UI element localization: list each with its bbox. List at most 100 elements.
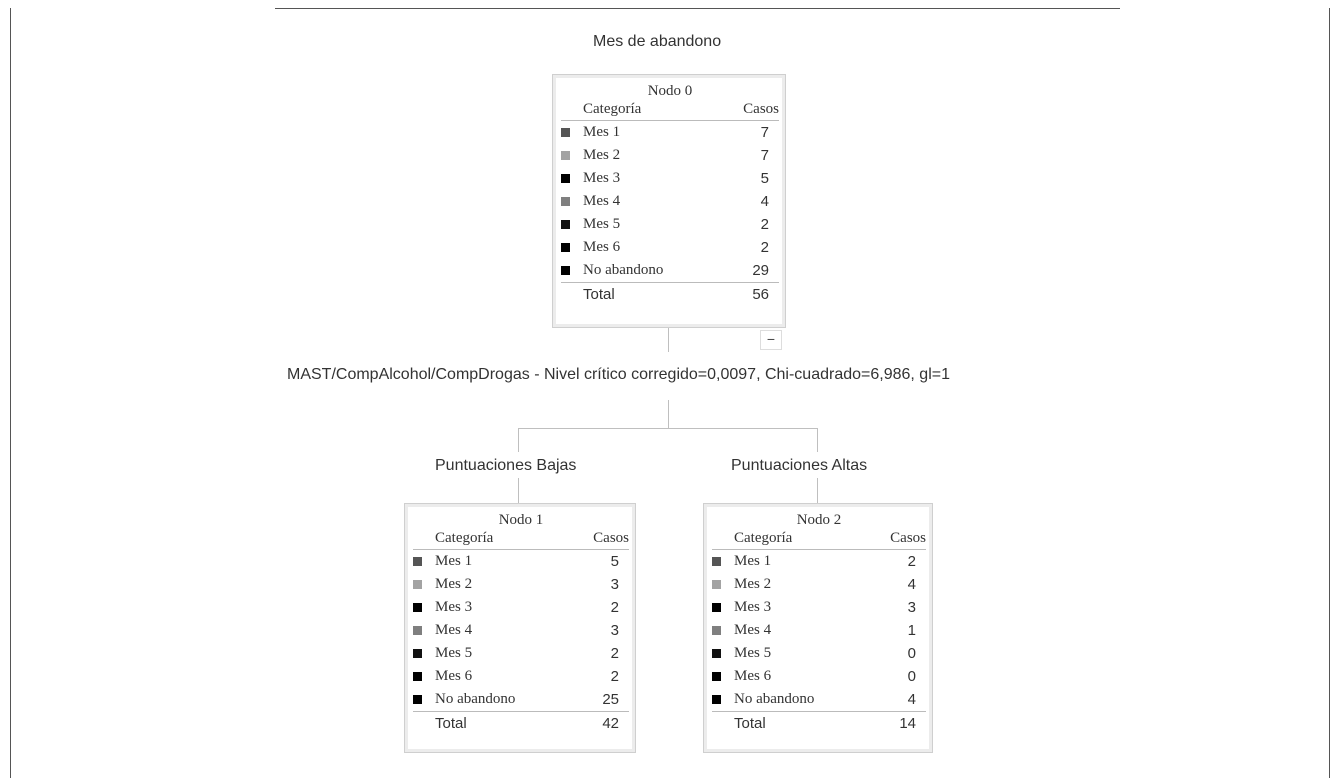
total-count: 14	[866, 711, 926, 735]
case-count: 2	[760, 215, 769, 233]
category-label: Mes 2	[435, 575, 473, 592]
category-header: Categoría	[734, 529, 867, 550]
table-row: Mes 1 7	[561, 121, 779, 145]
node-title: Nodo 0	[647, 83, 693, 99]
case-count: 5	[760, 169, 769, 187]
case-count: 5	[610, 552, 619, 570]
cases-header: Casos	[866, 529, 926, 550]
node-table: Categoría Casos Mes 1 5 Mes 2 3 Mes 3 2 Mes…	[413, 529, 629, 735]
node-0[interactable]: Nodo 0 Categoría Casos Mes 1 7 Mes 2 7 Mes…	[552, 74, 786, 328]
case-count: 3	[610, 621, 619, 639]
table-row: Mes 6 2	[561, 236, 779, 259]
category-swatch	[561, 219, 570, 229]
table-row: No abandono 29	[561, 259, 779, 283]
case-count: 1	[907, 621, 916, 639]
table-row: Mes 5 2	[561, 213, 779, 236]
total-label: Total	[435, 711, 570, 735]
case-count: 4	[907, 690, 916, 708]
node-2[interactable]: Nodo 2 Categoría Casos Mes 1 2 Mes 2 4 Mes…	[703, 503, 933, 753]
case-count: 2	[610, 598, 619, 616]
table-row: Mes 2 3	[413, 573, 629, 596]
category-swatch	[712, 556, 721, 566]
connector-line	[668, 328, 669, 352]
branch-label-right: Puntuaciones Altas	[731, 457, 868, 474]
table-row: Mes 1 5	[413, 550, 629, 574]
table-row: Mes 5 0	[712, 642, 926, 665]
table-row: Mes 2 4	[712, 573, 926, 596]
total-label: Total	[734, 711, 867, 735]
table-row: Mes 1 2	[712, 550, 926, 574]
node-table: Categoría Casos Mes 1 7 Mes 2 7 Mes 3 5 Mes…	[561, 100, 779, 306]
connector-line	[518, 478, 519, 504]
connector-line	[817, 428, 818, 452]
category-label: No abandono	[583, 261, 664, 278]
connector-line	[817, 478, 818, 504]
category-label: Mes 3	[583, 169, 621, 186]
table-row: Mes 4 4	[561, 190, 779, 213]
category-swatch	[712, 694, 721, 704]
case-count: 7	[760, 146, 769, 164]
category-label: Mes 6	[734, 667, 772, 684]
category-label: Mes 3	[435, 598, 473, 615]
cases-header: Casos	[718, 100, 779, 121]
category-label: Mes 1	[583, 123, 621, 140]
table-row: Mes 3 5	[561, 167, 779, 190]
table-row: Mes 4 1	[712, 619, 926, 642]
case-count: 2	[760, 238, 769, 256]
category-swatch	[712, 579, 721, 589]
case-count: 2	[907, 552, 916, 570]
total-row: Total 14	[712, 711, 926, 735]
figure-frame	[10, 8, 1330, 778]
category-label: Mes 6	[583, 238, 621, 255]
category-swatch	[413, 556, 422, 566]
case-count: 7	[760, 123, 769, 141]
total-row: Total 56	[561, 282, 779, 306]
category-swatch	[561, 127, 570, 137]
category-header: Categoría	[435, 529, 570, 550]
category-label: No abandono	[734, 690, 815, 707]
category-label: No abandono	[435, 690, 516, 707]
category-swatch	[712, 648, 721, 658]
category-label: Mes 1	[734, 552, 772, 569]
case-count: 4	[760, 192, 769, 210]
category-swatch	[561, 265, 570, 275]
table-row: Mes 3 2	[413, 596, 629, 619]
total-label: Total	[583, 282, 719, 306]
split-label: MAST/CompAlcohol/CompDrogas - Nivel crít…	[287, 366, 950, 383]
table-row: Mes 6 0	[712, 665, 926, 688]
case-count: 25	[602, 690, 619, 708]
case-count: 3	[610, 575, 619, 593]
category-label: Mes 2	[734, 575, 772, 592]
category-swatch	[561, 242, 570, 252]
total-row: Total 42	[413, 711, 629, 735]
total-count: 42	[569, 711, 629, 735]
cases-header: Casos	[569, 529, 629, 550]
category-swatch	[712, 671, 721, 681]
node-title: Nodo 2	[796, 512, 842, 528]
case-count: 3	[907, 598, 916, 616]
category-label: Mes 5	[734, 644, 772, 661]
collapse-toggle[interactable]: −	[760, 330, 782, 350]
category-swatch	[712, 625, 721, 635]
table-row: Mes 4 3	[413, 619, 629, 642]
category-label: Mes 2	[583, 146, 621, 163]
tree-title: Mes de abandono	[593, 33, 722, 50]
node-1[interactable]: Nodo 1 Categoría Casos Mes 1 5 Mes 2 3 Mes…	[404, 503, 636, 753]
category-swatch	[561, 150, 570, 160]
category-swatch	[413, 671, 422, 681]
category-label: Mes 5	[583, 215, 621, 232]
case-count: 29	[752, 261, 769, 279]
category-label: Mes 4	[734, 621, 772, 638]
category-label: Mes 4	[583, 192, 621, 209]
top-rule	[275, 8, 1120, 9]
table-row: Mes 6 2	[413, 665, 629, 688]
table-row: No abandono 25	[413, 688, 629, 712]
category-label: Mes 5	[435, 644, 473, 661]
category-header: Categoría	[583, 100, 719, 121]
category-swatch	[413, 579, 422, 589]
case-count: 2	[610, 644, 619, 662]
category-swatch	[561, 196, 570, 206]
category-label: Mes 4	[435, 621, 473, 638]
category-swatch	[413, 648, 422, 658]
category-swatch	[712, 602, 721, 612]
